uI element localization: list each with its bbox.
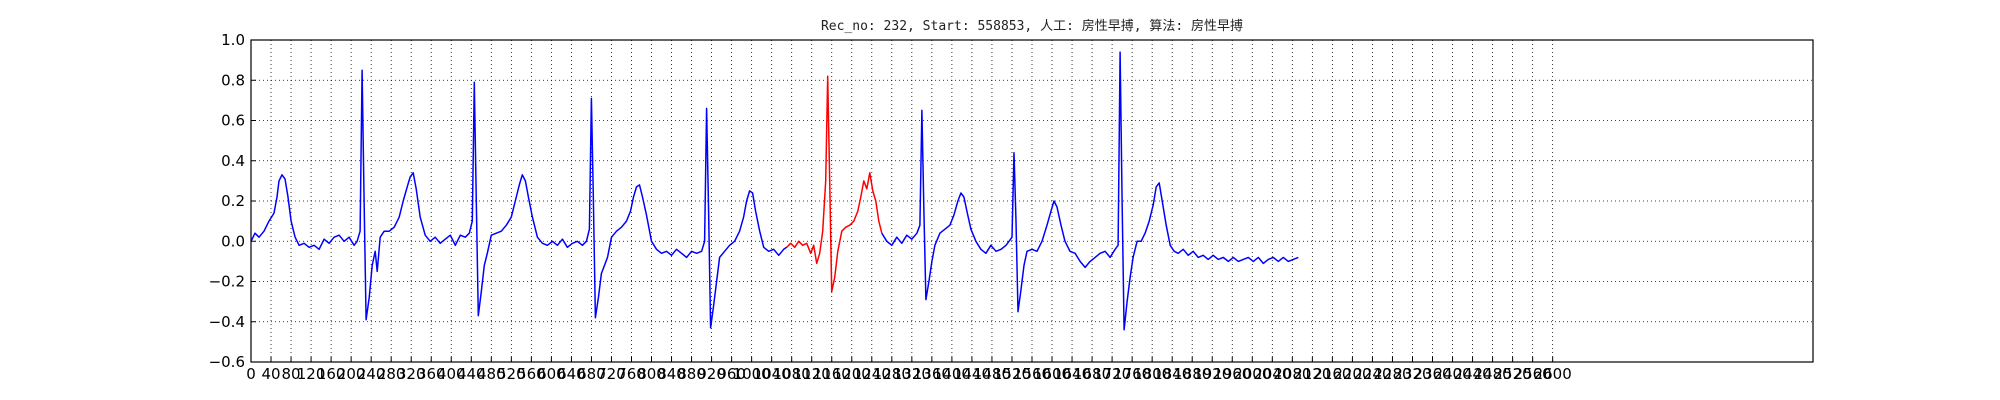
x-tick-label: 1160: [813, 365, 851, 383]
y-tick-label: 1.0: [221, 31, 245, 49]
x-tick-label: 880: [677, 365, 706, 383]
y-tick-label: 0.4: [221, 152, 245, 170]
x-tick-label: 360: [417, 365, 446, 383]
y-tick-label: −0.6: [209, 353, 245, 371]
x-axis: 0 40 8012016020024028032036040044048052056…: [246, 357, 1572, 383]
x-tick-label: 600: [537, 365, 566, 383]
x-tick-label: 720: [597, 365, 626, 383]
x-tick-label: 1880: [1173, 365, 1211, 383]
x-tick-label: 200: [337, 365, 366, 383]
x-tick-label: 40: [261, 365, 280, 383]
x-tick-label: 2560: [1514, 365, 1552, 383]
grid: [250, 39, 1813, 363]
x-tick-label: 160: [317, 365, 346, 383]
y-tick-label: 0.8: [221, 71, 245, 89]
x-tick-label: 1840: [1153, 365, 1191, 383]
x-tick-label: 400: [437, 365, 466, 383]
x-tick-label: 1200: [833, 365, 871, 383]
x-tick-label: 480: [477, 365, 506, 383]
y-tick-label: 0.2: [221, 192, 245, 210]
x-tick-label: 920: [697, 365, 726, 383]
x-tick-label: 440: [457, 365, 486, 383]
x-tick-label: 2080: [1273, 365, 1311, 383]
x-tick-label: 1080: [773, 365, 811, 383]
x-tick-label: 2360: [1413, 365, 1451, 383]
x-tick-label: 1680: [1073, 365, 1111, 383]
x-tick-label: 80: [282, 365, 301, 383]
x-tick-label: 2040: [1253, 365, 1291, 383]
y-axis: −0.6 −0.4 −0.2 0.0 0.2 0.4 0.6 0.8 1.0: [209, 31, 256, 371]
x-tick-label: 1120: [793, 365, 831, 383]
y-tick-label: −0.4: [209, 313, 245, 331]
x-tick-label: 1240: [853, 365, 891, 383]
x-tick-label: 1720: [1093, 365, 1131, 383]
x-tick-label: 2000: [1233, 365, 1271, 383]
x-tick-label: 1760: [1113, 365, 1151, 383]
x-tick-label: 2200: [1333, 365, 1371, 383]
x-tick-label: 800: [637, 365, 666, 383]
series-layer: [250, 51, 1299, 331]
ecg-series-before: [250, 69, 788, 329]
x-tick-label: 1600: [1033, 365, 1071, 383]
x-tick-label: 840: [657, 365, 686, 383]
x-tick-label: 640: [557, 365, 586, 383]
x-tick-label: 1040: [753, 365, 791, 383]
x-tick-label: 280: [377, 365, 406, 383]
x-tick-label: 2440: [1453, 365, 1491, 383]
y-tick-label: 0.6: [221, 112, 245, 130]
x-tick-label: 1000: [733, 365, 771, 383]
x-tick-label: 1640: [1053, 365, 1091, 383]
x-tick-label: 2120: [1293, 365, 1331, 383]
x-tick-label: 1280: [873, 365, 911, 383]
x-tick-label: 2520: [1494, 365, 1532, 383]
x-tick-label: 1360: [913, 365, 951, 383]
x-tick-label: 2240: [1353, 365, 1391, 383]
x-tick-label: 760: [617, 365, 646, 383]
x-tick-label: 520: [497, 365, 526, 383]
x-tick-label: 2160: [1313, 365, 1351, 383]
x-tick-label: 320: [397, 365, 426, 383]
x-tick-label: 2280: [1373, 365, 1411, 383]
y-tick-label: −0.2: [209, 273, 245, 291]
x-tick-label: 1800: [1133, 365, 1171, 383]
x-tick-label: 2480: [1473, 365, 1511, 383]
chart-title: Rec_no: 232, Start: 558853, 人工: 房性早搏, 算法…: [821, 18, 1243, 34]
x-tick-label: 1440: [953, 365, 991, 383]
y-tick-label: 0.0: [221, 232, 245, 250]
x-tick-label: 1480: [973, 365, 1011, 383]
x-tick-label: 1560: [1013, 365, 1051, 383]
x-tick-label: 960: [717, 365, 746, 383]
x-tick-label: 1400: [933, 365, 971, 383]
x-tick-label: 1920: [1193, 365, 1231, 383]
x-tick-label: 120: [297, 365, 326, 383]
x-tick-label: 0: [246, 365, 256, 383]
x-tick-label: 680: [577, 365, 606, 383]
x-tick-label: 2400: [1433, 365, 1471, 383]
x-tick-label: 560: [517, 365, 546, 383]
x-tick-label: 1520: [993, 365, 1031, 383]
ecg-series-after: [881, 51, 1299, 331]
x-tick-label: 2320: [1393, 365, 1431, 383]
x-tick-label: 2600: [1534, 365, 1572, 383]
x-tick-label: 240: [357, 365, 386, 383]
x-tick-label: 1960: [1213, 365, 1251, 383]
x-tick-label: 1320: [893, 365, 931, 383]
ecg-series-annotated-beat: [786, 75, 883, 293]
